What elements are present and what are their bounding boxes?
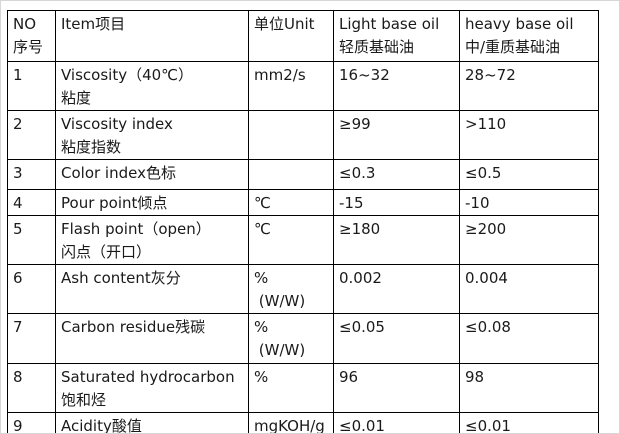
cell-no: 3	[7, 159, 56, 190]
col-header-light: Light base oil 轻质基础油	[333, 10, 460, 62]
cell-light: ≥99	[333, 110, 460, 160]
cell-heavy: >110	[459, 110, 599, 160]
header-row: NO 序号 Item项目 单位Unit Light base oil 轻质基础油…	[7, 10, 599, 62]
cell-unit	[248, 110, 334, 160]
cell-no: 2	[7, 110, 56, 160]
cell-no: 5	[7, 215, 56, 265]
cell-item: Ash content灰分	[55, 264, 249, 314]
col-header-unit: 单位Unit	[248, 10, 334, 62]
cell-no: 8	[7, 363, 56, 413]
cell-heavy: ≤0.01	[459, 412, 599, 433]
cell-unit	[248, 159, 334, 190]
table-row: 8 Saturated hydrocarbon 饱和烃 % 96 98	[7, 363, 599, 413]
cell-heavy: ≤0.08	[459, 313, 599, 364]
base-oil-spec-table: NO 序号 Item项目 单位Unit Light base oil 轻质基础油…	[7, 10, 599, 433]
cell-unit: % (W/W)	[248, 264, 334, 314]
table-row: 9 Acidity酸值 mgKOH/g ≤0.01 ≤0.01	[7, 412, 599, 433]
cell-heavy: ≤0.5	[459, 159, 599, 190]
table-row: 2 Viscosity index 粘度指数 ≥99 >110	[7, 110, 599, 160]
table-row: 4 Pour point倾点 ℃ -15 -10	[7, 189, 599, 216]
table-row: 1 Viscosity（40℃） 粘度 mm2/s 16~32 28~72	[7, 61, 599, 111]
cell-light: ≤0.01	[333, 412, 460, 433]
cell-item: Flash point（open） 闪点（开口）	[55, 215, 249, 265]
cell-unit: mgKOH/g	[248, 412, 334, 433]
cell-item: Saturated hydrocarbon 饱和烃	[55, 363, 249, 413]
cell-heavy: -10	[459, 189, 599, 216]
cell-unit: ℃	[248, 215, 334, 265]
cell-heavy: 98	[459, 363, 599, 413]
table-row: 5 Flash point（open） 闪点（开口） ℃ ≥180 ≥200	[7, 215, 599, 265]
col-header-heavy: heavy base oil 中/重质基础油	[459, 10, 599, 62]
cell-light: 16~32	[333, 61, 460, 111]
cell-item: Carbon residue残碳	[55, 313, 249, 364]
cell-heavy: 28~72	[459, 61, 599, 111]
cell-item: Color index色标	[55, 159, 249, 190]
cell-unit: ℃	[248, 189, 334, 216]
cell-unit: % (W/W)	[248, 313, 334, 364]
cell-light: 96	[333, 363, 460, 413]
table-row: 7 Carbon residue残碳 % (W/W) ≤0.05 ≤0.08	[7, 313, 599, 364]
cell-heavy: ≥200	[459, 215, 599, 265]
cell-light: -15	[333, 189, 460, 216]
cell-no: 9	[7, 412, 56, 433]
cell-item: Viscosity index 粘度指数	[55, 110, 249, 160]
cell-light: ≤0.05	[333, 313, 460, 364]
cell-light: ≥180	[333, 215, 460, 265]
col-header-no: NO 序号	[7, 10, 56, 62]
cell-unit: mm2/s	[248, 61, 334, 111]
cell-unit: %	[248, 363, 334, 413]
cell-item: Pour point倾点	[55, 189, 249, 216]
table-row: 6 Ash content灰分 % (W/W) 0.002 0.004	[7, 264, 599, 314]
cell-no: 1	[7, 61, 56, 111]
table-row: 3 Color index色标 ≤0.3 ≤0.5	[7, 159, 599, 190]
cell-item: Viscosity（40℃） 粘度	[55, 61, 249, 111]
col-header-item: Item项目	[55, 10, 249, 62]
cell-light: ≤0.3	[333, 159, 460, 190]
cell-no: 7	[7, 313, 56, 364]
cell-heavy: 0.004	[459, 264, 599, 314]
cell-item: Acidity酸值	[55, 412, 249, 433]
cell-light: 0.002	[333, 264, 460, 314]
cell-no: 4	[7, 189, 56, 216]
cell-no: 6	[7, 264, 56, 314]
